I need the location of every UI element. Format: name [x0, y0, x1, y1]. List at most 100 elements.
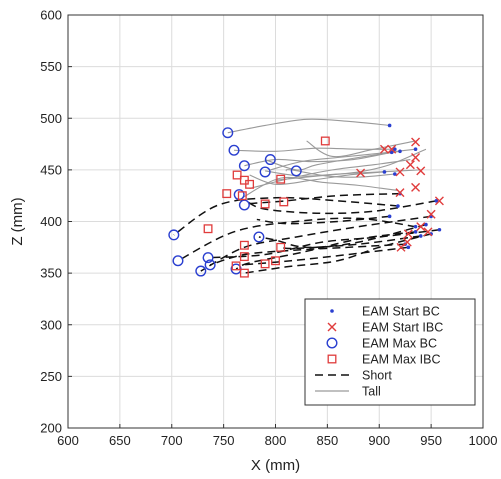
eam-start-ibc-point — [387, 144, 397, 154]
eam-start-bc-point — [434, 199, 439, 203]
y-tick-label: 400 — [40, 214, 62, 229]
eam-start-bc-point — [387, 214, 392, 219]
eam-start-bc-point — [413, 224, 418, 229]
eam-max-bc-point — [204, 259, 216, 271]
tall-trajectory-line — [306, 140, 416, 158]
y-tick-label: 600 — [40, 8, 62, 23]
legend-item: EAM Start IBC — [327, 321, 443, 335]
eam-max-bc-point — [238, 199, 250, 211]
eam-start-bc-point — [437, 227, 442, 232]
y-tick-label: 350 — [40, 266, 62, 281]
eam-max-ibc-point — [203, 224, 213, 234]
eam-max-ibc-point — [276, 242, 286, 252]
legend: EAM Start BC EAM Start IBC EAM Max BC EAM M… — [304, 298, 476, 406]
short-trajectory-line — [173, 196, 398, 236]
y-axis-label: Z (mm) — [9, 197, 26, 245]
eam-start-ibc-point — [395, 167, 405, 177]
eam-max-ibc-point — [276, 174, 286, 184]
eam-start-ibc-point — [395, 188, 405, 198]
y-tick-label: 500 — [40, 111, 62, 126]
y-tick-label: 300 — [40, 317, 62, 332]
short-trajectory-line — [247, 200, 437, 215]
eam-max-bc-point — [195, 265, 207, 277]
eam-start-bc-point — [393, 147, 397, 152]
tall-trajectory-line — [264, 150, 401, 171]
eam-max-ibc-point — [279, 197, 289, 207]
x-tick-label: 850 — [317, 433, 339, 448]
short-trajectory-line — [235, 231, 416, 270]
eam-max-ibc-point — [239, 252, 249, 262]
eam-max-ibc-point — [239, 268, 249, 278]
eam-max-bc-point — [168, 229, 180, 241]
legend-swatch-marker — [326, 337, 338, 349]
eam-start-bc-point — [406, 245, 411, 250]
eam-start-bc-point — [413, 147, 418, 152]
eam-max-bc-point — [228, 144, 240, 156]
tall-trajectory-line — [249, 159, 411, 189]
eam-start-bc-point — [396, 204, 400, 208]
eam-max-ibc-point — [271, 256, 280, 266]
eam-start-bc-point — [418, 234, 423, 238]
legend-item: Tall — [315, 385, 381, 399]
eam-max-ibc-point — [231, 261, 241, 271]
eam-max-bc-point — [259, 166, 271, 178]
eam-max-ibc-point — [232, 170, 242, 180]
eam-max-ibc-point — [222, 189, 232, 199]
axis-ticks: 600 650 700 750 800 850 900 950 1000 200 250 300 350… — [40, 8, 497, 449]
eam-start-bc-point — [393, 172, 397, 176]
eam-max-bc-point — [222, 127, 234, 139]
x-tick-label: 700 — [161, 433, 183, 448]
eam-start-ibc-point — [411, 137, 421, 147]
short-trajectory-line — [256, 215, 390, 225]
tall-trajectory-line — [285, 169, 395, 178]
eam-start-ibc-point — [416, 166, 426, 176]
y-tick-label: 200 — [40, 421, 62, 436]
x-tick-label: 950 — [420, 433, 442, 448]
short-trajectory-line — [244, 192, 401, 205]
short-trajectory-line — [242, 246, 409, 266]
eam-start-ibc-point — [403, 229, 413, 239]
y-tick-label: 250 — [40, 369, 62, 384]
short-trajectory-line — [244, 233, 432, 274]
legend-label: Tall — [362, 385, 381, 399]
eam-start-ibc-point — [402, 237, 412, 247]
legend-item: Short — [315, 369, 392, 383]
y-tick-label: 550 — [40, 59, 62, 74]
trajectory-lines — [173, 118, 440, 274]
short-trajectory-line — [200, 215, 432, 272]
eam-start-ibc-point — [379, 144, 389, 154]
eam-start-ibc-point — [356, 168, 366, 178]
x-tick-label: 900 — [368, 433, 390, 448]
legend-swatch-marker — [327, 354, 337, 364]
x-tick-label: 1000 — [469, 433, 498, 448]
legend-item: EAM Start BC — [330, 305, 440, 319]
eam-start-bc-point — [398, 149, 402, 154]
legend-label: Short — [362, 369, 392, 383]
legend-swatch-marker — [330, 309, 334, 313]
eam-start-ibc-point — [405, 160, 415, 170]
eam-start-bc-point — [382, 170, 387, 174]
eam-max-ibc-point — [239, 175, 249, 185]
short-trajectory-line — [177, 217, 416, 262]
eam-start-ibc-point — [423, 227, 433, 237]
eam-max-ibc-point — [239, 240, 249, 250]
legend-item: EAM Max BC — [326, 337, 437, 351]
eam-start-ibc-point — [434, 196, 444, 206]
tall-trajectory-line — [233, 147, 395, 152]
eam-max-bc-point — [253, 231, 265, 243]
eam-max-bc-point — [290, 165, 302, 177]
eam-start-bc-point — [387, 123, 392, 128]
eam-start-ibc-point — [416, 222, 426, 232]
eam-start-bc-point — [389, 150, 394, 155]
legend-label: EAM Start IBC — [362, 321, 443, 335]
eam-start-bc-point — [413, 230, 418, 234]
legend-swatch-marker — [327, 322, 337, 332]
eam-start-ibc-point — [396, 242, 406, 252]
x-tick-label: 600 — [57, 433, 79, 448]
legend-label: EAM Max IBC — [362, 353, 441, 367]
eam-max-bc-point — [238, 160, 250, 172]
legend-label: EAM Max BC — [362, 337, 437, 351]
x-tick-label: 800 — [265, 433, 287, 448]
tall-trajectory-line — [275, 148, 427, 181]
